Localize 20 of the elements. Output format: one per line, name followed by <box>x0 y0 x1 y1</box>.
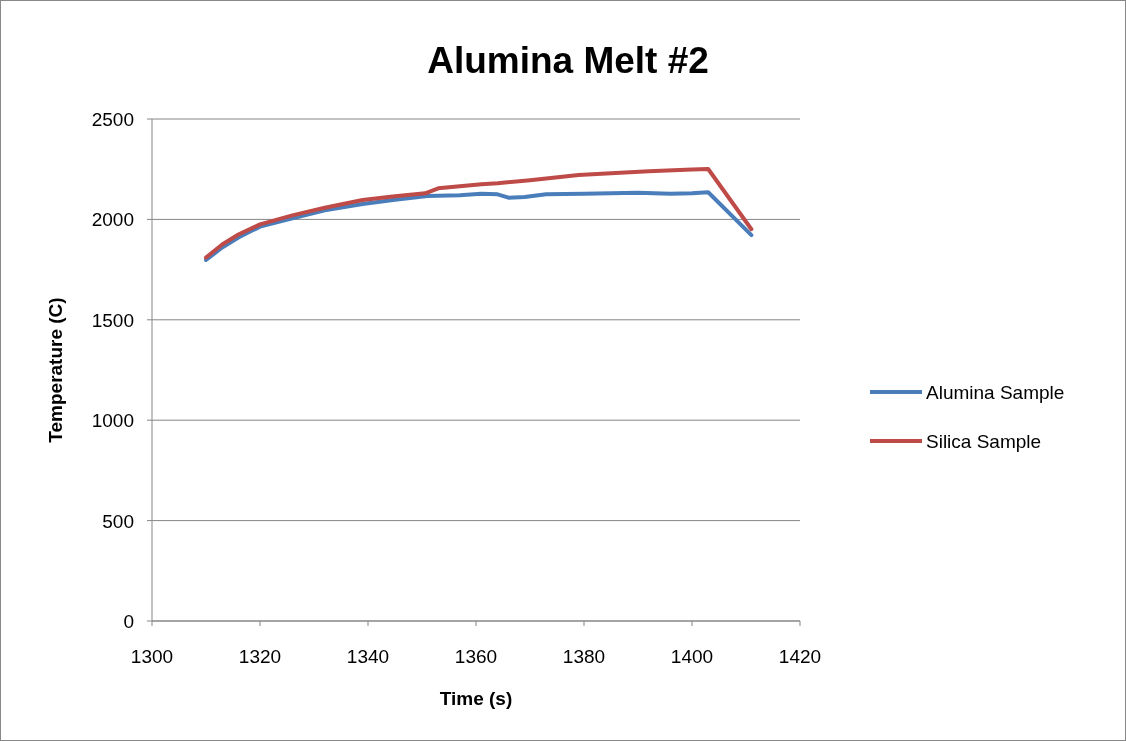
y-tick-label: 1500 <box>91 309 134 331</box>
x-tick-label: 1360 <box>454 646 498 667</box>
y-tick-label: 500 <box>102 510 134 532</box>
y-tick-label: 2500 <box>91 109 134 130</box>
line-series <box>204 190 754 262</box>
legend-label: Silica Sample <box>926 431 1042 452</box>
x-axis-title: Time (s) <box>439 688 513 709</box>
x-tick-label: 1340 <box>346 646 390 667</box>
y-axis-title: Temperature (C) <box>45 297 66 443</box>
y-tick-label: 0 <box>123 611 134 632</box>
x-tick-label: 1380 <box>562 646 606 667</box>
y-tick-label: 1000 <box>91 410 134 432</box>
x-tick-label: 1300 <box>130 646 174 667</box>
y-tick-label: 2000 <box>91 209 134 231</box>
chart-title: Alumina Melt #2 <box>427 40 709 81</box>
line-series <box>204 167 754 260</box>
x-tick-label: 1420 <box>778 646 822 667</box>
x-tick-label: 1320 <box>238 646 282 667</box>
legend-label: Alumina Sample <box>926 382 1065 403</box>
x-tick-label: 1400 <box>670 646 714 667</box>
